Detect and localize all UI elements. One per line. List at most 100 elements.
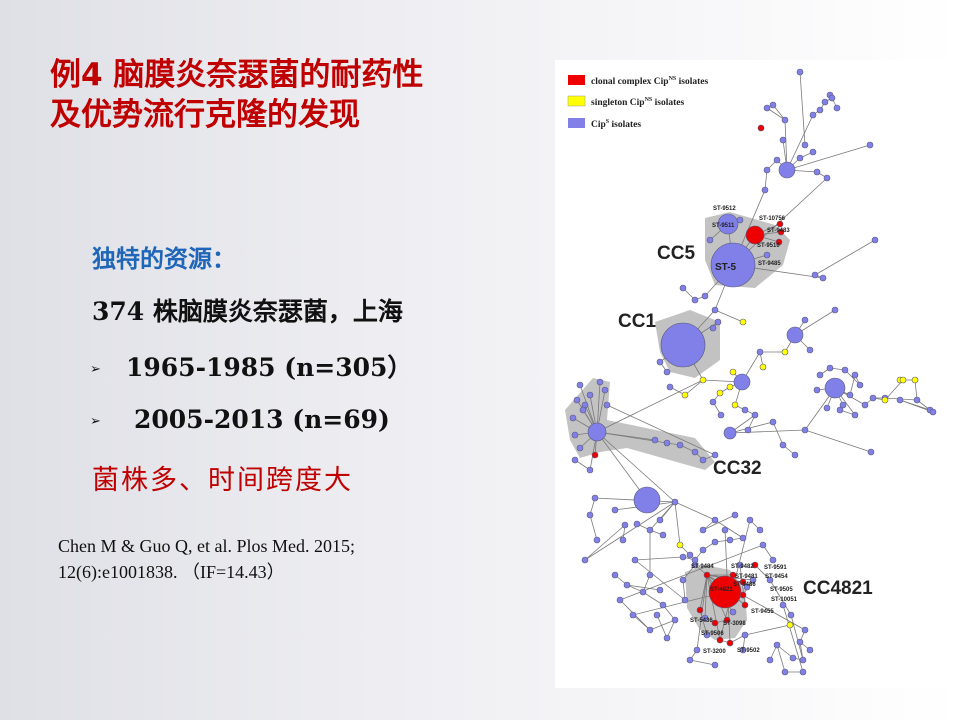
susceptible-isolate-node [786, 326, 804, 344]
highlight-text: 菌株多、时间跨度大 [92, 465, 353, 496]
susceptible-isolate-node [587, 422, 607, 442]
susceptible-isolate-node [619, 536, 627, 544]
network-edge [784, 119, 788, 171]
susceptible-isolate-node [763, 166, 771, 174]
network-edge [744, 624, 791, 636]
network-edge [776, 644, 794, 659]
susceptible-isolate-node [699, 546, 707, 554]
susceptible-isolate-node [711, 538, 719, 546]
singleton-isolate-node [676, 541, 684, 549]
susceptible-isolate-node [706, 236, 714, 244]
singleton-isolate-node [781, 348, 789, 356]
susceptible-isolate-node [781, 116, 789, 124]
legend: clonal complex CipNS isolates singleton … [567, 75, 708, 130]
susceptible-isolate-node [759, 541, 767, 549]
resistant-isolate-node [739, 578, 747, 586]
network-edge [814, 239, 876, 276]
susceptible-isolate-node [806, 646, 814, 654]
st-9483-label: ST-9483 [767, 228, 790, 234]
susceptible-isolate-node [736, 561, 744, 569]
singleton-isolate-node [899, 376, 907, 384]
st-5436-label: ST-5436 [690, 618, 713, 624]
network-edge [729, 421, 774, 434]
susceptible-isolate-node [929, 408, 937, 416]
network-edge [634, 556, 684, 561]
susceptible-isolate-node [653, 611, 661, 619]
susceptible-isolate-node [743, 583, 751, 591]
susceptible-isolate-node [676, 441, 684, 449]
susceptible-isolate-node [813, 386, 821, 394]
susceptible-isolate-node [579, 406, 587, 414]
resistant-isolate-node [696, 606, 704, 614]
st-9511-label: ST-9511 [712, 223, 735, 229]
network-edge [589, 514, 598, 541]
resistant-isolate-node [739, 591, 747, 599]
susceptible-isolate-node [663, 439, 671, 447]
susceptible-isolate-node [729, 608, 737, 616]
st-9455-label: ST-9455 [751, 609, 774, 615]
singleton-isolate-node [881, 396, 889, 404]
susceptible-isolate-node [819, 274, 827, 282]
susceptible-isolate-node [861, 401, 869, 409]
susceptible-isolate-node [571, 431, 579, 439]
susceptible-isolate-node [816, 106, 824, 114]
network-edge [844, 369, 861, 386]
susceptible-isolate-node [586, 391, 594, 399]
network-edge [786, 114, 814, 171]
susceptible-isolate-node [639, 588, 647, 596]
susceptible-isolate-node [646, 526, 654, 534]
susceptible-isolate-node [717, 411, 725, 419]
susceptible-isolate-node [711, 306, 719, 314]
network-edge [656, 614, 668, 639]
slide-title-line-2: 及优势流行克隆的发现 [50, 97, 360, 133]
susceptible-isolate-node [839, 401, 847, 409]
resistant-isolate-node [729, 571, 737, 579]
susceptible-isolate-node [773, 156, 781, 164]
resistant-isolate-node [775, 238, 783, 246]
cc32-label: CC32 [713, 458, 762, 479]
network-edge [706, 574, 721, 641]
susceptible-isolate-node [629, 611, 637, 619]
susceptible-isolate-node [811, 271, 819, 279]
susceptible-isolate-node [709, 398, 717, 406]
susceptible-isolate-node [633, 486, 661, 514]
network-edge [699, 609, 708, 636]
network-edge [772, 421, 784, 446]
susceptible-isolate-node [866, 141, 874, 149]
st-9484-label: ST-9484 [691, 564, 714, 570]
susceptible-isolate-node [813, 168, 821, 176]
susceptible-isolate-node [823, 404, 831, 412]
singleton-isolate-node [681, 391, 689, 399]
legend-swatch-singleton [567, 95, 586, 107]
resistant-isolate-node [726, 639, 734, 647]
susceptible-isolate-node [573, 396, 581, 404]
susceptible-isolate-node [631, 556, 639, 564]
st-4821-label: ST-4821 [710, 587, 733, 593]
resistant-isolate-node [751, 561, 759, 569]
susceptible-isolate-node [586, 466, 594, 474]
susceptible-isolate-node [763, 104, 771, 112]
sample-summary: 374 株脑膜炎奈瑟菌，上海 [92, 297, 403, 326]
susceptible-isolate-node [576, 381, 584, 389]
susceptible-isolate-node [846, 391, 854, 399]
st5-label: ST-5 [715, 262, 737, 273]
susceptible-isolate-node [586, 511, 594, 519]
st-3098-label: ST-3098 [723, 621, 746, 627]
resistant-isolate-node [591, 451, 599, 459]
susceptible-isolate-node [896, 396, 904, 404]
st-9506-label: ST-9506 [701, 631, 724, 637]
susceptible-isolate-node [809, 148, 817, 156]
susceptible-isolate-node [711, 661, 719, 669]
susceptible-isolate-node [739, 534, 747, 542]
susceptible-isolate-node [801, 141, 809, 149]
susceptible-isolate-node [799, 668, 807, 676]
susceptible-isolate-node [851, 411, 859, 419]
network-edge [642, 591, 664, 606]
susceptible-isolate-node [796, 68, 804, 76]
network-edge [649, 501, 676, 531]
susceptible-isolate-node [781, 668, 789, 676]
network-edge [764, 169, 768, 191]
network-edge [596, 431, 676, 503]
susceptible-isolate-node [701, 614, 709, 622]
susceptible-isolate-node [701, 292, 709, 300]
